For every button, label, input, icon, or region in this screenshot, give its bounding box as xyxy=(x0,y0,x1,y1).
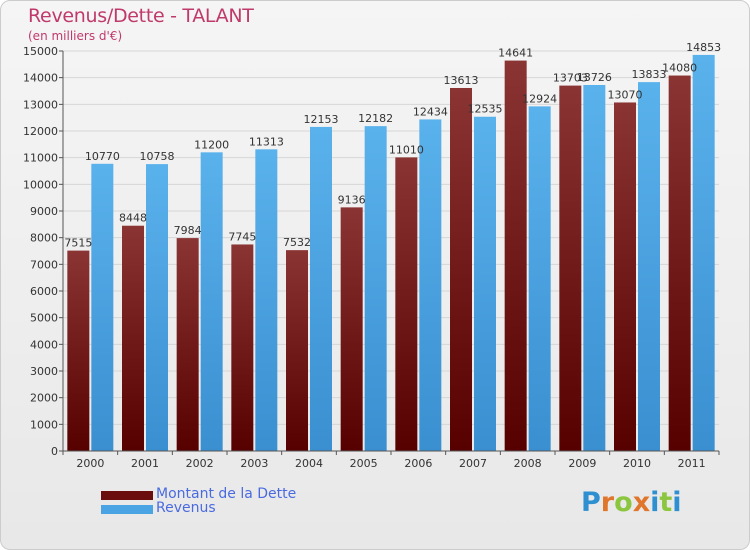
bar-revenue xyxy=(146,164,168,451)
data-label-revenue: 10758 xyxy=(140,150,175,163)
data-label-debt: 7745 xyxy=(228,230,256,243)
data-label-revenue: 10770 xyxy=(85,150,120,163)
data-label-debt: 7984 xyxy=(174,224,202,237)
data-label-debt: 11010 xyxy=(389,143,424,156)
bar-revenue xyxy=(692,54,715,452)
logo-letter: P xyxy=(581,487,601,518)
logo-letter: t xyxy=(659,487,673,518)
legend-swatch-revenue xyxy=(101,505,153,514)
bar-debt xyxy=(395,157,418,451)
y-tick-label: 2000 xyxy=(30,392,58,405)
bar-debt xyxy=(231,244,254,451)
bar-revenue xyxy=(364,126,387,451)
data-label-revenue: 14853 xyxy=(686,41,721,54)
x-tick-label: 2002 xyxy=(186,457,214,470)
y-tick-label: 5000 xyxy=(30,312,58,325)
bar-debt xyxy=(122,225,144,451)
bar-debt xyxy=(559,85,582,451)
y-tick-label: 8000 xyxy=(30,232,58,245)
logo-letter: o xyxy=(614,487,633,518)
logo-letter: i xyxy=(672,487,682,518)
data-label-debt: 13703 xyxy=(553,72,588,85)
bar-revenue xyxy=(528,106,551,452)
bar-debt xyxy=(67,250,90,451)
x-tick-label: 2001 xyxy=(131,457,159,470)
bar-debt xyxy=(668,75,691,452)
data-label-revenue: 13833 xyxy=(632,68,667,81)
proxiti-logo[interactable]: Proxiti xyxy=(581,487,682,518)
x-tick-label: 2003 xyxy=(240,457,268,470)
data-label-debt: 9136 xyxy=(338,193,366,206)
data-label-debt: 14080 xyxy=(662,62,697,75)
bar-revenue xyxy=(419,119,442,451)
logo-letter: x xyxy=(632,487,651,518)
bar-revenue xyxy=(255,149,278,451)
chart-title: Revenus/Dette - TALANT xyxy=(28,5,254,27)
x-tick-label: 2004 xyxy=(295,457,323,470)
bar-revenue xyxy=(474,116,496,451)
y-tick-label: 11000 xyxy=(23,152,58,165)
axes: 0 1000 2000 3000 4000 5000 6000 7000 8000 9000 100… xyxy=(23,45,720,470)
legend-item-revenue: Revenus xyxy=(101,500,361,519)
data-label-revenue: 12924 xyxy=(522,92,557,105)
data-label-revenue: 12182 xyxy=(358,112,393,125)
gridlines xyxy=(63,50,719,452)
bar-revenue xyxy=(91,163,114,452)
data-label-revenue: 12434 xyxy=(413,105,448,118)
x-tick-label: 2000 xyxy=(76,457,104,470)
y-tick-label: 10000 xyxy=(23,178,58,191)
y-tick-label: 13000 xyxy=(23,98,58,111)
data-label-debt: 14641 xyxy=(498,47,533,60)
data-label-debt: 8448 xyxy=(119,212,147,225)
data-label-revenue: 11313 xyxy=(249,135,284,148)
x-tick-label: 2010 xyxy=(623,457,651,470)
y-tick-label: 12000 xyxy=(23,125,58,138)
data-label-debt: 13070 xyxy=(608,88,643,101)
legend-item-debt: Montant de la Dette xyxy=(101,486,361,505)
y-tick-label: 14000 xyxy=(23,72,58,85)
bars xyxy=(67,54,715,452)
bar-debt xyxy=(286,250,308,451)
data-label-debt: 7532 xyxy=(283,236,311,249)
x-tick-label: 2008 xyxy=(514,457,542,470)
y-tick-label: 15000 xyxy=(23,45,58,58)
legend-swatch-debt xyxy=(101,491,153,500)
bar-revenue xyxy=(200,152,223,452)
chart-subtitle: (en milliers d'€) xyxy=(28,29,123,43)
y-tick-label: 9000 xyxy=(30,205,58,218)
bar-revenue xyxy=(638,82,660,452)
bar-debt xyxy=(450,87,472,451)
x-tick-label: 2006 xyxy=(404,457,432,470)
y-tick-label: 0 xyxy=(51,445,58,458)
bar-revenue xyxy=(583,84,606,452)
y-tick-label: 6000 xyxy=(30,285,58,298)
legend-label-revenue: Revenus xyxy=(156,500,216,516)
data-label-revenue: 11200 xyxy=(194,138,229,151)
bar-debt xyxy=(614,102,636,451)
bar-debt xyxy=(504,60,527,451)
y-tick-label: 1000 xyxy=(30,418,58,431)
y-tick-label: 7000 xyxy=(30,258,58,271)
x-tick-label: 2005 xyxy=(350,457,378,470)
x-tick-label: 2007 xyxy=(459,457,487,470)
logo-letter: i xyxy=(650,487,660,518)
y-tick-label: 4000 xyxy=(30,338,58,351)
bar-revenue xyxy=(310,126,332,452)
data-label-debt: 7515 xyxy=(64,237,92,250)
logo-letter: r xyxy=(600,487,615,518)
data-label-revenue: 12535 xyxy=(468,103,503,116)
data-label-debt: 13613 xyxy=(444,74,479,87)
y-tick-label: 3000 xyxy=(30,365,58,378)
data-labels: 7515 10770 8448 10758 7984 11200 7745 11313 7532… xyxy=(64,41,721,250)
x-tick-label: 2011 xyxy=(678,457,706,470)
legend-label-debt: Montant de la Dette xyxy=(156,486,297,502)
bar-debt xyxy=(176,238,199,451)
data-label-revenue: 13726 xyxy=(577,71,612,84)
x-tick-label: 2009 xyxy=(568,457,596,470)
bar-debt xyxy=(340,207,363,451)
data-label-revenue: 12153 xyxy=(304,113,339,126)
